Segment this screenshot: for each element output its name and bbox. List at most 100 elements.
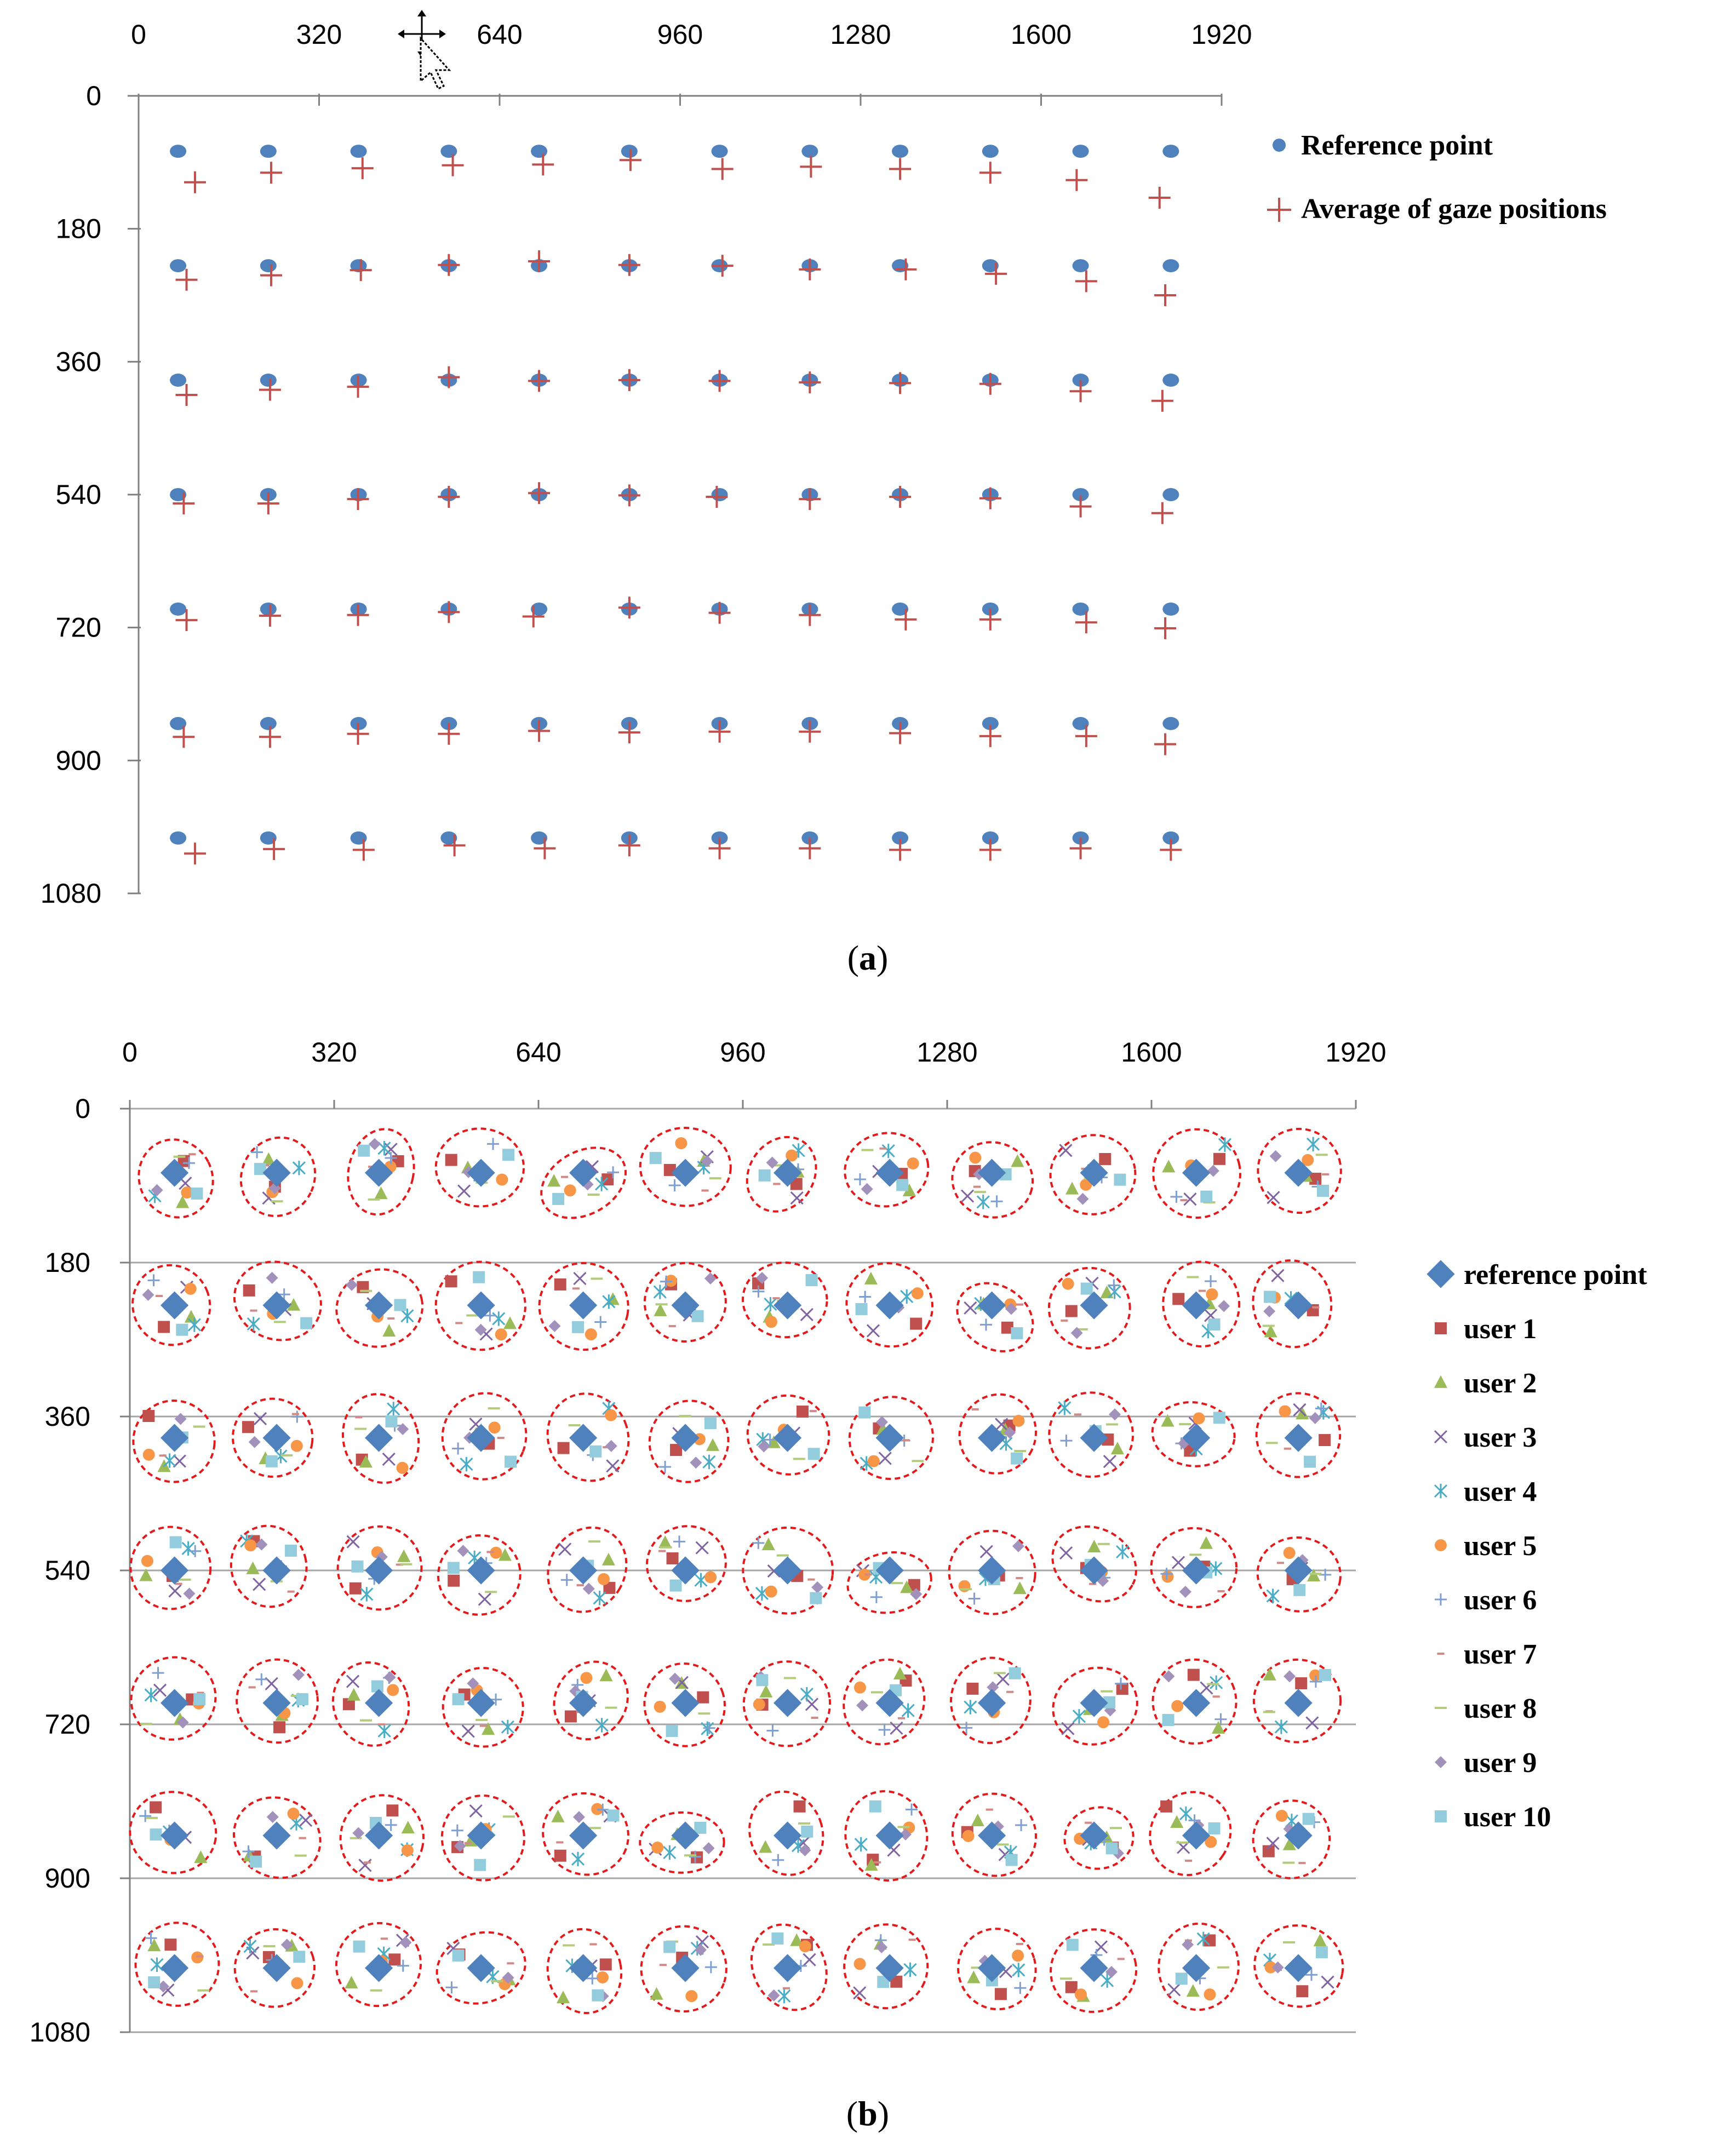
user-5-point: [401, 1844, 414, 1856]
reference-point: [569, 1424, 598, 1452]
user-5-point: [1206, 1288, 1218, 1300]
cluster-ellipse: [547, 1526, 628, 1613]
gaze-average: [522, 605, 545, 628]
user-1-point: [1213, 1152, 1225, 1165]
cluster-ellipse: [239, 1136, 317, 1217]
user-3-point: [1103, 1455, 1116, 1469]
user-3-point: [346, 1535, 360, 1549]
user-1-point: [1187, 1668, 1200, 1681]
user-10-point: [663, 1941, 676, 1953]
reference-point: [773, 1424, 802, 1452]
user-3-point: [790, 1191, 804, 1205]
user-6-point: [960, 1722, 973, 1734]
user-2-point: [1282, 1837, 1296, 1850]
cluster-ellipse: [1257, 1127, 1342, 1214]
user-1-point: [910, 1317, 923, 1330]
user-5-point: [1075, 1988, 1087, 2001]
user-1-point: [142, 1410, 155, 1423]
user-5-point: [1205, 1836, 1217, 1848]
legend-marker-user-1: [1435, 1322, 1447, 1334]
user-9-point: [799, 1844, 811, 1856]
user-2-point: [1013, 1581, 1027, 1595]
reference-point: [364, 1424, 393, 1452]
user-6-point: [278, 1288, 290, 1301]
gaze-average: [889, 372, 912, 394]
legend-marker-user-9: [1435, 1756, 1447, 1768]
legend-reference-label: Reference point: [1301, 130, 1493, 161]
reference-point: [262, 1689, 291, 1717]
gaze-average: [979, 372, 1001, 395]
legend-label-user-3: user 3: [1464, 1422, 1537, 1453]
user-10-point: [193, 1693, 206, 1706]
cluster-ellipse: [129, 1526, 212, 1610]
y-tick-label: 0: [75, 1093, 90, 1124]
cluster-ellipse: [538, 1261, 629, 1351]
user-1-point: [445, 1275, 457, 1288]
user-4-point: [150, 1957, 164, 1972]
reference-point: [875, 1424, 904, 1452]
reference-point: [773, 1159, 802, 1187]
reference-point: [1072, 488, 1089, 501]
user-2-point: [397, 1549, 411, 1562]
user-2-point: [498, 1548, 512, 1561]
user-10-point: [771, 1932, 784, 1945]
user-5-point: [1012, 1414, 1025, 1427]
user-3-point: [1171, 1556, 1185, 1569]
reference-point: [621, 145, 638, 158]
reference-point: [1080, 1159, 1108, 1187]
cluster-ellipse: [645, 1525, 727, 1602]
user-5-point: [853, 1958, 866, 1970]
cluster-ellipse: [129, 1791, 217, 1874]
x-tick-label: 320: [296, 19, 342, 50]
user-1-point: [1001, 1321, 1013, 1334]
gaze-average: [895, 258, 917, 280]
cluster-ellipse: [442, 1667, 524, 1748]
panel-a-y-ticks: 0 180 360 540 720 900 1080: [41, 81, 141, 909]
user-5-point: [958, 1580, 971, 1592]
user-1-point: [603, 1581, 616, 1594]
user-4-point: [460, 1456, 473, 1472]
user-4-point: [653, 1284, 667, 1299]
reference-point: [531, 602, 548, 616]
user-1-point: [243, 1284, 255, 1297]
reference-point: [160, 1291, 189, 1320]
cluster-ellipse: [742, 1660, 832, 1747]
gaze-average: [347, 488, 369, 511]
gaze-average: [532, 153, 554, 176]
y-tick-label: 900: [56, 745, 101, 776]
user-2-point: [864, 1271, 878, 1284]
user-3-point: [695, 1935, 709, 1949]
cluster-ellipse: [845, 1262, 934, 1348]
cluster-ellipse: [848, 1396, 935, 1480]
reference-point: [773, 1821, 802, 1850]
x-tick-label: 1280: [830, 19, 891, 50]
user-9-point: [292, 1668, 305, 1681]
cluster-ellipse: [750, 1923, 828, 2011]
gaze-average: [618, 484, 640, 507]
gaze-average: [800, 156, 822, 178]
user-2-point: [599, 1668, 613, 1682]
gaze-average: [175, 384, 198, 406]
user-1-point: [666, 1552, 679, 1565]
reference-point: [801, 145, 818, 158]
panel-b-caption: (b): [846, 2094, 889, 2133]
user-6-point: [673, 1535, 686, 1548]
user-2-point: [900, 1580, 914, 1593]
user-10-point: [805, 1274, 818, 1287]
user-10-point: [756, 1674, 769, 1687]
user-4-point: [247, 1316, 260, 1332]
gaze-average: [1160, 839, 1182, 861]
reference-point: [982, 259, 999, 273]
user-2-point: [658, 1535, 672, 1549]
user-9-point: [399, 1936, 412, 1949]
user-1-point: [1172, 1293, 1185, 1305]
user-2-point: [374, 1186, 388, 1200]
reference-point: [569, 1291, 598, 1320]
gaze-average: [528, 370, 551, 392]
user-9-point: [605, 1440, 617, 1452]
user-9-point: [701, 1155, 713, 1167]
user-10-point: [1005, 1854, 1018, 1866]
cluster-ellipse: [1048, 1391, 1135, 1478]
reference-point: [671, 1556, 700, 1585]
user-1-point: [994, 1988, 1007, 2000]
